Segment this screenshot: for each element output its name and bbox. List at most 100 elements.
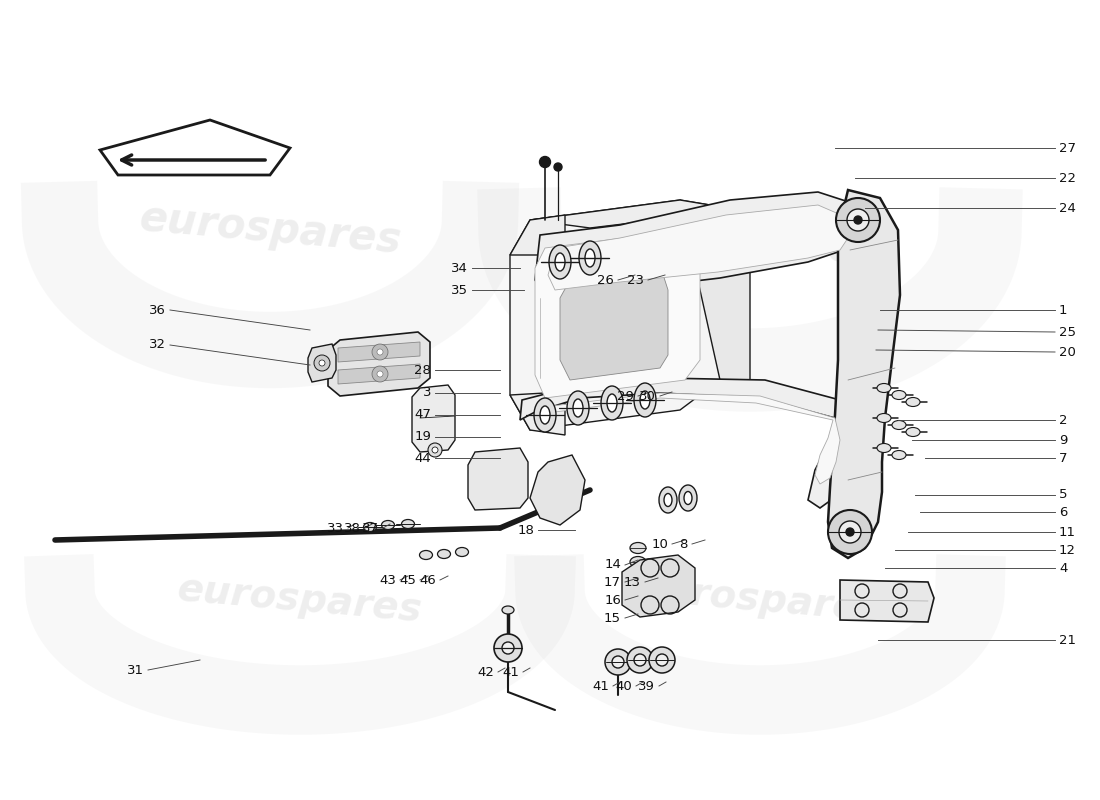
Text: 33: 33: [327, 522, 344, 534]
Polygon shape: [621, 555, 695, 617]
Ellipse shape: [540, 406, 550, 424]
Polygon shape: [412, 385, 455, 452]
Ellipse shape: [607, 394, 617, 412]
Circle shape: [432, 447, 438, 453]
Text: 2: 2: [1059, 414, 1067, 426]
Polygon shape: [828, 190, 900, 558]
Text: 22: 22: [1059, 171, 1076, 185]
Polygon shape: [308, 344, 336, 382]
Text: 1: 1: [1059, 303, 1067, 317]
Polygon shape: [840, 580, 934, 622]
Text: 38: 38: [344, 522, 361, 534]
Ellipse shape: [402, 519, 415, 529]
Circle shape: [554, 163, 562, 171]
Ellipse shape: [634, 383, 656, 417]
Ellipse shape: [502, 606, 514, 614]
Ellipse shape: [585, 249, 595, 267]
Ellipse shape: [363, 522, 376, 531]
Circle shape: [836, 198, 880, 242]
Text: 16: 16: [604, 594, 622, 606]
Circle shape: [656, 654, 668, 666]
Text: 20: 20: [1059, 346, 1076, 358]
Polygon shape: [535, 393, 840, 484]
Ellipse shape: [877, 383, 891, 393]
Circle shape: [847, 209, 869, 231]
Circle shape: [839, 521, 861, 543]
Polygon shape: [100, 120, 290, 175]
Polygon shape: [338, 342, 420, 362]
Text: 6: 6: [1059, 506, 1067, 518]
Text: 28: 28: [414, 363, 431, 377]
Text: 13: 13: [624, 575, 641, 589]
Text: 17: 17: [604, 575, 622, 589]
Text: 46: 46: [419, 574, 436, 586]
Polygon shape: [560, 265, 668, 380]
Text: 19: 19: [414, 430, 431, 443]
Ellipse shape: [664, 494, 672, 506]
Text: eurospares: eurospares: [138, 198, 403, 262]
Circle shape: [612, 656, 624, 668]
Ellipse shape: [566, 391, 588, 425]
Text: 26: 26: [597, 274, 614, 286]
Polygon shape: [535, 230, 700, 398]
Text: 15: 15: [604, 611, 622, 625]
Text: 8: 8: [680, 538, 688, 550]
Circle shape: [854, 216, 862, 224]
Ellipse shape: [906, 398, 920, 406]
Text: 45: 45: [399, 574, 416, 586]
Circle shape: [828, 510, 872, 554]
Polygon shape: [328, 332, 430, 396]
Ellipse shape: [573, 399, 583, 417]
Ellipse shape: [892, 450, 906, 459]
Circle shape: [377, 371, 383, 377]
Ellipse shape: [579, 241, 601, 275]
Text: 23: 23: [627, 274, 644, 286]
Circle shape: [605, 649, 631, 675]
Text: 41: 41: [502, 666, 519, 678]
Ellipse shape: [382, 521, 395, 530]
Text: 31: 31: [126, 663, 144, 677]
Circle shape: [319, 360, 324, 366]
Text: 39: 39: [638, 679, 654, 693]
Text: 43: 43: [379, 574, 396, 586]
Text: 36: 36: [150, 303, 166, 317]
Text: 21: 21: [1059, 634, 1076, 646]
Ellipse shape: [892, 421, 906, 430]
Text: 12: 12: [1059, 543, 1076, 557]
Polygon shape: [530, 455, 585, 525]
Ellipse shape: [659, 487, 676, 513]
Ellipse shape: [601, 386, 623, 420]
Text: 18: 18: [517, 523, 534, 537]
Polygon shape: [680, 200, 750, 385]
Circle shape: [627, 647, 653, 673]
Ellipse shape: [534, 398, 556, 432]
Text: 5: 5: [1059, 489, 1067, 502]
Text: 3: 3: [422, 386, 431, 399]
Text: 42: 42: [477, 666, 494, 678]
Ellipse shape: [556, 253, 565, 271]
Ellipse shape: [679, 485, 697, 511]
Text: 47: 47: [414, 409, 431, 422]
Text: 14: 14: [604, 558, 622, 571]
Circle shape: [428, 443, 442, 457]
Polygon shape: [510, 215, 565, 255]
Polygon shape: [468, 448, 528, 510]
Ellipse shape: [419, 550, 432, 559]
Ellipse shape: [877, 414, 891, 422]
Circle shape: [372, 344, 388, 360]
Ellipse shape: [640, 391, 650, 409]
Circle shape: [634, 654, 646, 666]
Text: 29: 29: [617, 390, 634, 402]
Circle shape: [314, 355, 330, 371]
Ellipse shape: [630, 570, 646, 582]
Polygon shape: [510, 200, 720, 430]
Circle shape: [539, 157, 550, 167]
Text: 25: 25: [1059, 326, 1076, 338]
Text: 27: 27: [1059, 142, 1076, 154]
Ellipse shape: [892, 390, 906, 399]
Text: eurospares: eurospares: [617, 210, 883, 274]
Ellipse shape: [877, 443, 891, 453]
Polygon shape: [548, 205, 850, 290]
Text: 24: 24: [1059, 202, 1076, 214]
Text: 35: 35: [451, 283, 468, 297]
